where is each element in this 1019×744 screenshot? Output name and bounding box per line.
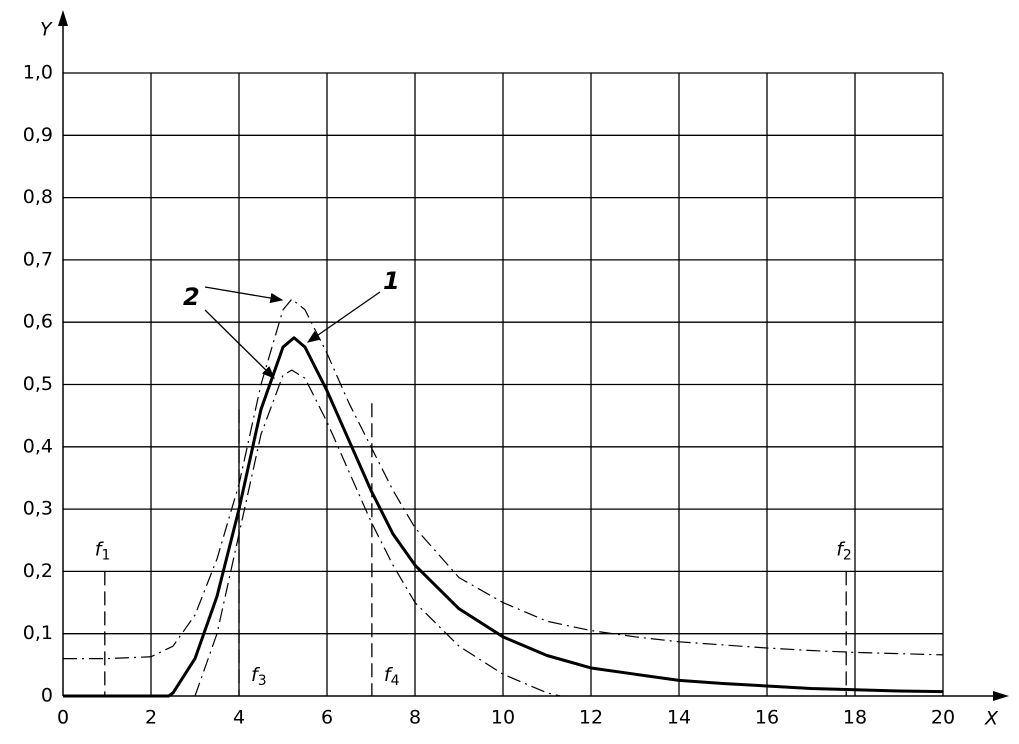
marker-label-main: f <box>384 664 394 686</box>
x-tick-label: 4 <box>233 707 245 729</box>
x-tick-label: 2 <box>145 707 157 729</box>
x-tick-label: 0 <box>57 707 69 729</box>
x-tick-label: 16 <box>755 707 779 729</box>
y-tick-label: 0,1 <box>23 622 53 644</box>
marker-label: f3 <box>251 664 267 690</box>
y-tick-label: 0,6 <box>23 311 53 333</box>
marker-label-sub: 1 <box>102 547 111 563</box>
marker-label-main: f <box>251 664 261 686</box>
y-tick-label: 0 <box>41 685 53 707</box>
marker-label-main: f <box>836 538 846 560</box>
y-tick-label: 0,9 <box>23 124 53 146</box>
x-axis-arrow <box>993 691 1009 701</box>
marker-label: f2 <box>836 538 852 564</box>
x-tick-label: 18 <box>843 707 867 729</box>
x-tick-label: 6 <box>321 707 333 729</box>
x-axis-label: X <box>984 708 999 730</box>
curve-label: 1 <box>383 267 400 295</box>
marker-label: f4 <box>384 664 400 690</box>
y-axis-arrow <box>58 10 68 26</box>
data-line <box>63 298 944 660</box>
marker-label-main: f <box>95 538 105 560</box>
marker-label: f1 <box>95 538 111 564</box>
x-tick-label: 12 <box>579 707 603 729</box>
y-tick-label: 1,0 <box>23 62 53 84</box>
x-tick-label: 8 <box>409 707 421 729</box>
y-tick-label: 0,5 <box>23 373 53 395</box>
y-tick-label: 0,2 <box>23 560 53 582</box>
x-tick-label: 14 <box>667 707 691 729</box>
plot-area: 00,10,20,30,40,50,60,70,80,91,00 2 4 6 8 10 12… <box>23 62 955 729</box>
annotation-arrow <box>204 286 284 304</box>
y-axis-label: Y <box>40 19 53 41</box>
y-tick-label: 0,3 <box>23 498 53 520</box>
curve-label: 2 <box>183 283 200 311</box>
marker-label-sub: 3 <box>258 673 267 689</box>
marker-label-sub: 4 <box>391 673 400 689</box>
data-line <box>194 369 561 697</box>
x-tick-label: 10 <box>491 707 515 729</box>
x-tick-label: 20 <box>931 707 955 729</box>
annotation-arrow <box>306 291 381 343</box>
y-tick-label: 0,7 <box>23 248 53 270</box>
y-tick-label: 0,8 <box>23 186 53 208</box>
marker-label-sub: 2 <box>843 547 852 563</box>
data-line <box>63 336 944 698</box>
y-tick-label: 0,4 <box>23 435 53 457</box>
